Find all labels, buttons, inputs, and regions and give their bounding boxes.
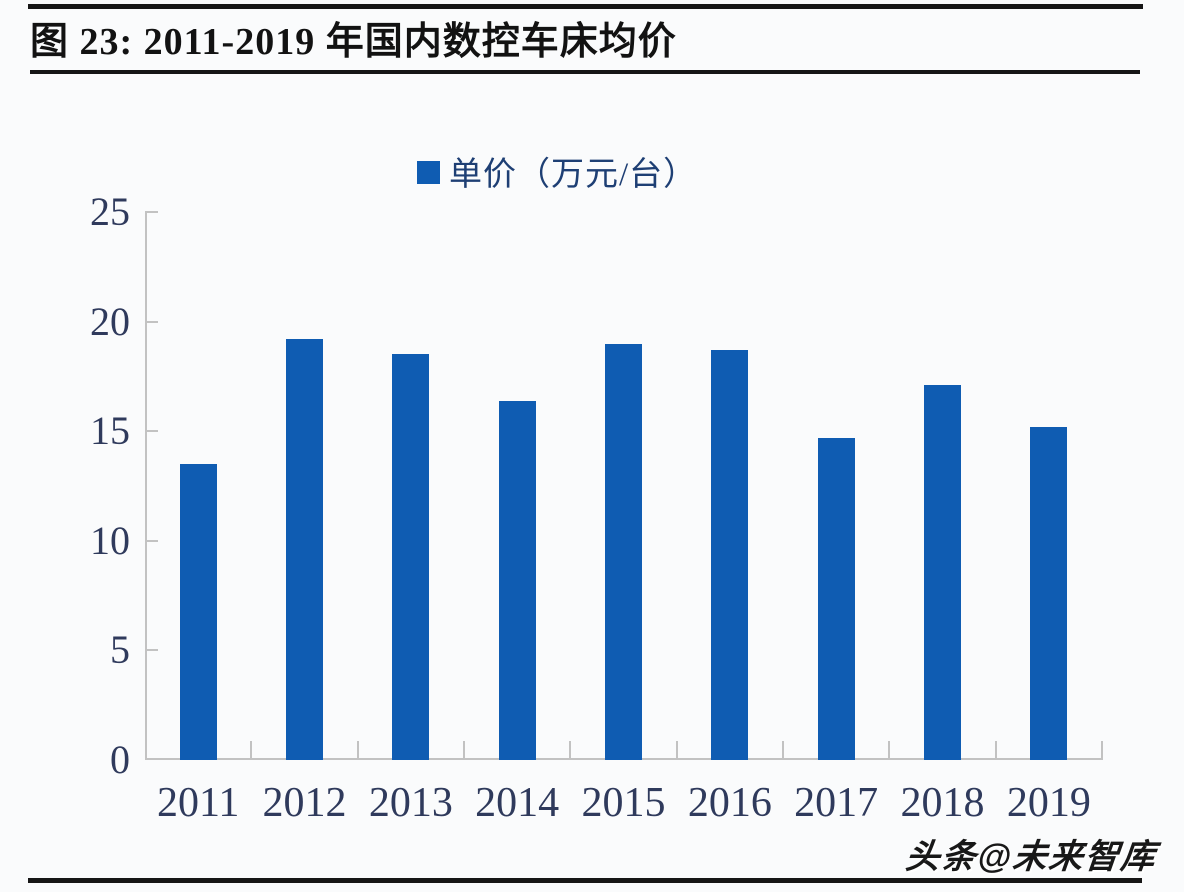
x-axis-tick-label: 2016 bbox=[687, 780, 772, 826]
x-tick bbox=[569, 741, 572, 760]
y-tick bbox=[145, 430, 158, 433]
x-axis-tick-label: 2015 bbox=[581, 780, 666, 826]
y-tick bbox=[145, 649, 158, 652]
legend-swatch-icon bbox=[417, 161, 440, 184]
y-axis-tick-label: 0 bbox=[110, 737, 130, 782]
y-tick bbox=[145, 211, 158, 213]
chart-legend: 单价（万元/台） bbox=[417, 147, 697, 195]
y-axis-tick-label: 15 bbox=[90, 408, 130, 454]
bottom-divider-line bbox=[28, 878, 1142, 883]
y-axis-line bbox=[145, 212, 147, 760]
x-axis-tick-label: 2019 bbox=[1006, 780, 1091, 826]
x-axis-tick-label: 2013 bbox=[368, 780, 453, 826]
x-axis-tick-label: 2018 bbox=[900, 780, 985, 826]
x-axis-tick-label: 2011 bbox=[156, 780, 240, 826]
y-axis-tick-label: 20 bbox=[90, 298, 130, 344]
bar-2011 bbox=[179, 464, 217, 760]
x-tick bbox=[1101, 741, 1103, 760]
bar-2012 bbox=[286, 339, 323, 760]
y-axis-tick-label: 25 bbox=[90, 189, 130, 234]
bar-2014 bbox=[498, 400, 536, 760]
x-tick bbox=[994, 741, 997, 760]
y-tick bbox=[145, 539, 158, 542]
x-axis-tick-label: 2014 bbox=[475, 780, 560, 826]
legend-label: 单价（万元/台） bbox=[449, 157, 698, 193]
y-axis-tick-label: 10 bbox=[90, 517, 130, 563]
plot-area bbox=[145, 211, 1103, 760]
x-tick bbox=[782, 741, 784, 760]
watermark: 头条@未来智库 bbox=[903, 838, 1159, 876]
title-underline bbox=[30, 70, 1140, 74]
bar-2018 bbox=[924, 385, 961, 760]
y-axis-tick-label: 5 bbox=[110, 627, 130, 673]
x-tick bbox=[250, 741, 253, 760]
bar-2019 bbox=[1030, 426, 1068, 760]
figure-title: 图 23: 2011-2019 年国内数控车床均价 bbox=[30, 21, 677, 63]
x-axis-tick-label: 2012 bbox=[262, 780, 347, 826]
bar-2013 bbox=[392, 354, 430, 760]
y-tick bbox=[145, 320, 158, 323]
bar-2015 bbox=[605, 343, 642, 760]
x-tick bbox=[888, 741, 891, 760]
x-tick bbox=[675, 741, 678, 760]
bar-2017 bbox=[817, 437, 855, 760]
x-tick bbox=[463, 741, 465, 760]
x-axis-tick-label: 2017 bbox=[794, 780, 879, 826]
top-divider-line bbox=[28, 4, 1143, 9]
bar-2016 bbox=[711, 350, 749, 760]
x-tick bbox=[356, 741, 359, 760]
